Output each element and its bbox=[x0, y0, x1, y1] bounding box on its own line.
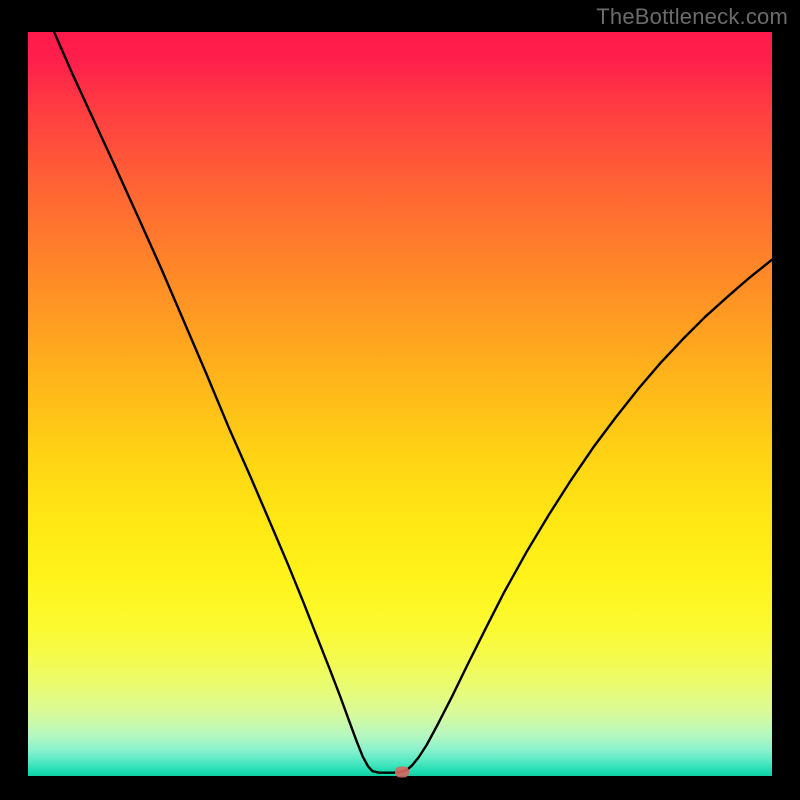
chart-plot-area bbox=[28, 32, 772, 776]
chart-background-gradient bbox=[28, 32, 772, 776]
optimal-point-marker bbox=[395, 766, 409, 777]
watermark-text: TheBottleneck.com bbox=[596, 4, 788, 30]
